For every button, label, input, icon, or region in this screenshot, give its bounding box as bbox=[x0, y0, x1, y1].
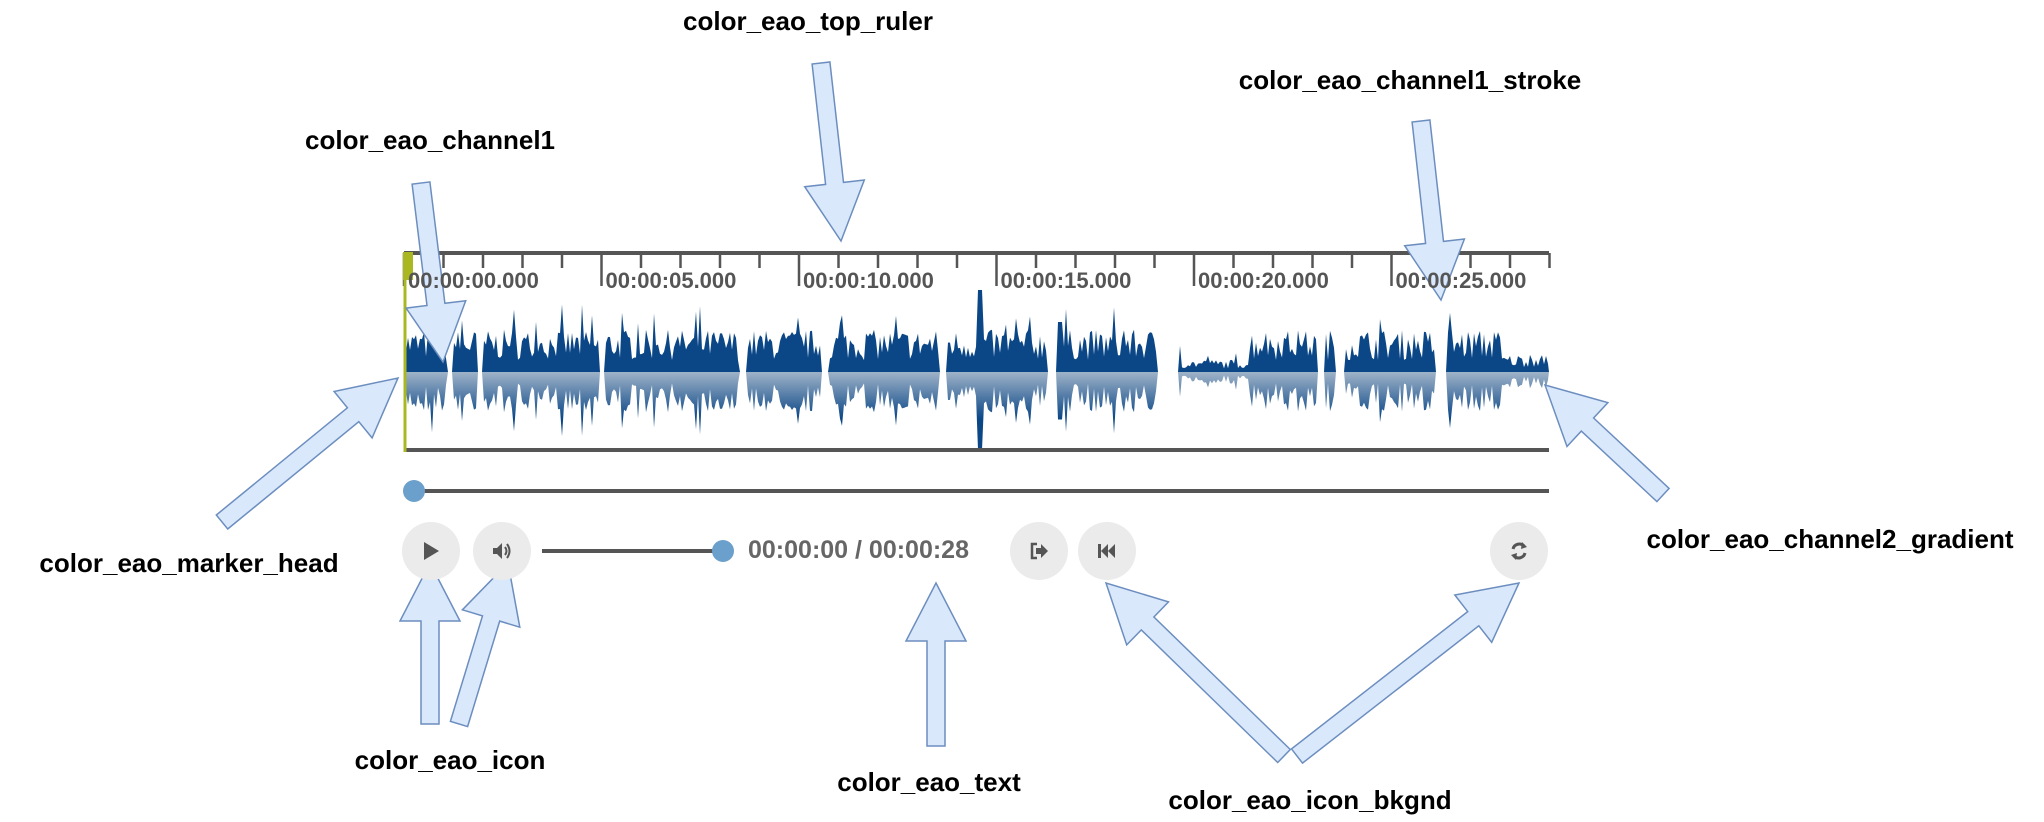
label-channel2-gradient: color_eao_channel2_gradient bbox=[1646, 524, 2014, 554]
annotation-arrow bbox=[404, 181, 467, 364]
ruler-tick-label: 00:00:05.000 bbox=[605, 268, 737, 293]
volume-icon bbox=[493, 543, 511, 559]
annotation-arrow bbox=[215, 376, 400, 531]
ruler-tick-label: 00:00:00.000 bbox=[408, 268, 539, 293]
ruler-tick-label: 00:00:15.000 bbox=[1000, 268, 1132, 293]
annotation-arrow bbox=[803, 61, 866, 243]
annotation-arrow bbox=[1543, 383, 1671, 503]
annotation-arrow bbox=[904, 581, 968, 747]
label-channel1: color_eao_channel1 bbox=[305, 125, 555, 155]
label-text: color_eao_text bbox=[837, 767, 1021, 797]
volume-slider-knob[interactable] bbox=[712, 540, 734, 562]
ruler-tick-label: 00:00:25.000 bbox=[1395, 268, 1527, 293]
top-ruler bbox=[402, 251, 1551, 286]
annotation-arrow bbox=[1290, 581, 1521, 765]
export-icon bbox=[1030, 542, 1048, 560]
annotation-arrow bbox=[398, 561, 462, 725]
volume-button[interactable] bbox=[473, 522, 531, 580]
play-button[interactable] bbox=[402, 522, 460, 580]
ruler-tick-label: 00:00:20.000 bbox=[1198, 268, 1329, 293]
rewind-button[interactable] bbox=[1078, 522, 1136, 580]
annotation-arrows bbox=[215, 61, 1671, 765]
marker-head[interactable] bbox=[403, 252, 413, 280]
label-icon: color_eao_icon bbox=[354, 745, 546, 775]
label-icon-bkgnd: color_eao_icon_bkgnd bbox=[1168, 785, 1452, 815]
export-button[interactable] bbox=[1010, 522, 1068, 580]
annotation-arrow bbox=[1104, 581, 1292, 764]
play-icon bbox=[424, 542, 439, 560]
reload-button[interactable] bbox=[1490, 522, 1548, 580]
annotation-arrow bbox=[449, 561, 521, 728]
channel2-waveform bbox=[404, 372, 1549, 450]
label-channel1-stroke: color_eao_channel1_stroke bbox=[1238, 65, 1582, 95]
channel1-waveform bbox=[404, 290, 1549, 372]
annotation-arrow bbox=[1403, 119, 1466, 302]
ruler-tick-label: 00:00:10.000 bbox=[803, 268, 934, 293]
refresh-icon bbox=[1511, 542, 1527, 560]
skip-back-icon bbox=[1098, 544, 1115, 558]
progress-knob[interactable] bbox=[403, 480, 425, 502]
label-marker-head: color_eao_marker_head bbox=[39, 548, 339, 578]
label-top-ruler: color_eao_top_ruler bbox=[683, 6, 933, 36]
time-display: 00:00:00 / 00:00:28 bbox=[748, 536, 969, 564]
